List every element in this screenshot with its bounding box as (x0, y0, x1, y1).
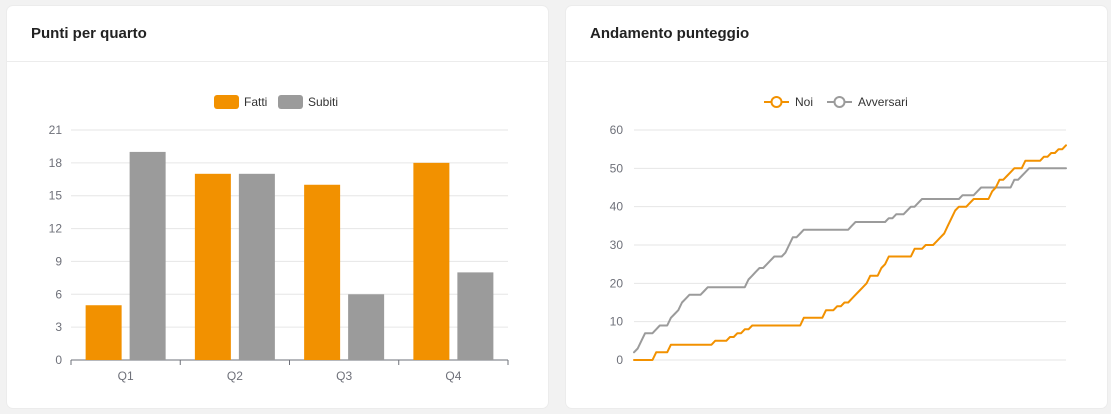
card-body: Noi Avversari 0 10 20 30 40 50 60 (566, 62, 1107, 408)
x-tick-label: Q4 (445, 369, 461, 383)
legend-label: Fatti (244, 95, 267, 109)
y-tick-label: 0 (55, 353, 62, 367)
y-tick-label: 20 (610, 276, 624, 290)
legend-swatch (214, 95, 239, 109)
points-per-quarter-card: Punti per quarto Fatti Subiti 0 3 6 9 12 15 18 21… (7, 6, 548, 408)
y-tick-label: 40 (610, 200, 624, 214)
bar-chart: Fatti Subiti 0 3 6 9 12 15 18 21 Q1 Q2 Q3 Q4 (49, 95, 509, 383)
legend-marker (770, 96, 783, 108)
bar-subiti-q1 (129, 151, 166, 360)
card-title: Andamento punteggio (590, 25, 750, 42)
y-tick-label: 30 (610, 238, 624, 252)
y-tick-label: 10 (610, 315, 624, 329)
line-chart: Noi Avversari 0 10 20 30 40 50 60 (610, 95, 1067, 367)
legend: Noi Avversari (764, 95, 908, 109)
legend-label: Noi (795, 95, 813, 109)
y-tick-label: 3 (55, 320, 62, 334)
x-tick-label: Q3 (336, 369, 352, 383)
legend-label: Subiti (308, 95, 338, 109)
y-tick-label: 21 (49, 123, 63, 137)
bar-subiti-q3 (348, 294, 385, 360)
y-tick-label: 0 (616, 353, 623, 367)
score-trend-card: Andamento punteggio Noi Avversari 0 10 20 30 4… (566, 6, 1107, 408)
y-tick-label: 9 (55, 254, 62, 268)
bar-fatti-q2 (194, 173, 231, 360)
card-header: Punti per quarto (7, 6, 548, 62)
series-line-noi (633, 144, 1067, 361)
y-tick-label: 50 (610, 161, 624, 175)
y-tick-label: 15 (49, 189, 63, 203)
x-tick-label: Q2 (227, 369, 243, 383)
bar-subiti-q4 (457, 272, 494, 360)
bar-fatti-q3 (304, 184, 341, 360)
bar-subiti-q2 (238, 173, 275, 360)
y-tick-label: 60 (610, 123, 624, 137)
card-header: Andamento punteggio (566, 6, 1107, 62)
legend-swatch (278, 95, 303, 109)
legend-marker (833, 96, 846, 108)
card-title: Punti per quarto (31, 25, 147, 42)
x-tick-label: Q1 (118, 369, 134, 383)
y-tick-label: 12 (49, 222, 63, 236)
bar-fatti-q4 (413, 162, 450, 360)
legend-label: Avversari (858, 95, 908, 109)
y-tick-label: 18 (49, 156, 63, 170)
card-body: Fatti Subiti 0 3 6 9 12 15 18 21 Q1 Q2 Q3 Q4 (7, 62, 548, 408)
bar-fatti-q1 (85, 305, 122, 360)
y-tick-label: 6 (55, 287, 62, 301)
series-line-avversari (633, 167, 1067, 354)
legend: Fatti Subiti (214, 95, 338, 109)
